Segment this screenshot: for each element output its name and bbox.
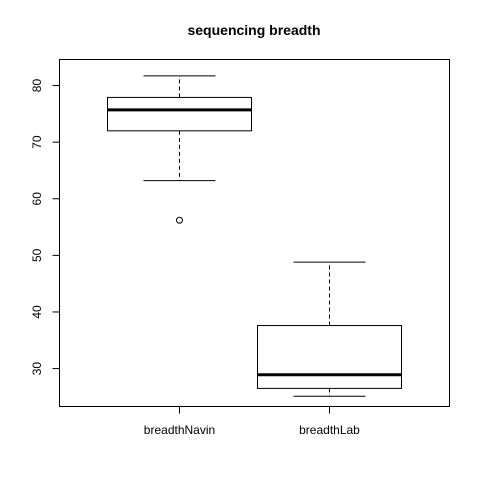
box-breadthNavin	[107, 75, 252, 224]
y-tick-label: 60	[30, 192, 44, 206]
outlier-point	[176, 216, 183, 224]
y-tick-label: 80	[30, 79, 44, 93]
x-category-label: breadthNavin	[144, 423, 215, 437]
iqr-box	[107, 96, 252, 132]
y-axis: 30 40 50 60 70 80	[30, 79, 60, 376]
x-axis-labels: breadthNavin breadthLab	[144, 406, 360, 437]
y-tick-label: 70	[30, 135, 44, 149]
iqr-box	[257, 325, 402, 389]
boxes	[107, 75, 402, 397]
y-tick-label: 30	[30, 362, 44, 376]
chart-title: sequencing breadth	[187, 22, 320, 38]
x-category-label: breadthLab	[299, 423, 360, 437]
y-tick-label: 50	[30, 248, 44, 262]
box-breadthLab	[257, 261, 402, 397]
y-tick-label: 40	[30, 305, 44, 319]
